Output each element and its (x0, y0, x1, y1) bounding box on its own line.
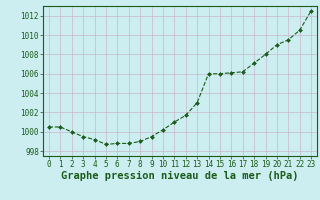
X-axis label: Graphe pression niveau de la mer (hPa): Graphe pression niveau de la mer (hPa) (61, 171, 299, 181)
